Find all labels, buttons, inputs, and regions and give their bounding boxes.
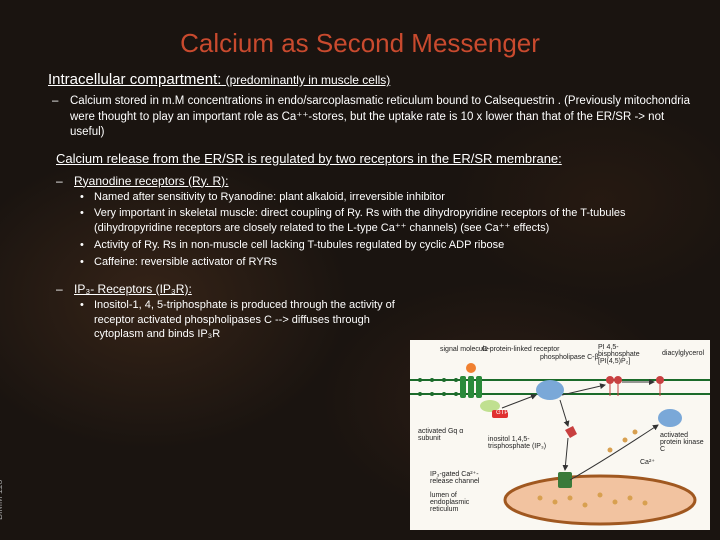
lbl-ca: Ca²⁺ (640, 458, 655, 466)
lbl-pkc: activated protein kinase C (660, 432, 710, 453)
heading-sub: (predominantly in muscle cells) (226, 73, 391, 87)
slide-body: Intracellular compartment: (predominantl… (0, 59, 720, 342)
ip3-heading: IP₃- Receptors (IP₃R): (48, 282, 692, 296)
lbl-sig: signal molecule (440, 346, 488, 353)
heading-text: Intracellular compartment: (48, 71, 221, 88)
section-intracellular-heading: Intracellular compartment: (predominantl… (48, 71, 692, 88)
ip3-p1: Inositol-1, 4, 5-triphosphate is produce… (48, 298, 409, 343)
lbl-ip3: inositol 1,4,5-trisphosphate (IP₃) (488, 436, 558, 450)
pkc-icon (658, 409, 682, 427)
ryr-p1: Named after sensitivity to Ryanodine: pl… (48, 190, 692, 205)
lbl-gtp: GTP (496, 410, 508, 416)
intracellular-point: Calcium stored in m.M concentrations in … (48, 94, 692, 141)
ip3-label: IP₃- Receptors (IP₃R): (74, 282, 192, 296)
plc-icon (536, 380, 564, 400)
ryr-p4: Caffeine: reversible activator of RYRs (48, 255, 692, 270)
ryr-p3: Activity of Ry. Rs in non-muscle cell la… (48, 238, 692, 253)
course-code: BIMM 118 (0, 480, 4, 520)
lbl-pip2: PI 4,5-bisphosphate [PI(4,5)P₂] (598, 344, 658, 365)
lbl-dag: diacylglycerol (662, 350, 704, 357)
ip3r-icon (558, 472, 572, 488)
section-release-heading: Calcium release from the ER/SR is regula… (56, 151, 692, 166)
ryr-heading: Ryanodine receptors (Ry. R): (48, 174, 692, 188)
ryr-p2: Very important in skeletal muscle: direc… (48, 206, 692, 236)
slide-title: Calcium as Second Messenger (0, 0, 720, 59)
lbl-gq: activated Gq α subunit (418, 428, 468, 442)
lbl-lumen: lumen of endoplasmic reticulum (430, 492, 485, 513)
signaling-diagram: signal molecule G-protein-linked recepto… (410, 340, 710, 530)
er-lumen (505, 476, 695, 524)
lbl-ip3r: IP₃-gated Ca²⁺-release channel (430, 470, 490, 485)
ryr-label: Ryanodine receptors (Ry. R): (74, 174, 229, 188)
lbl-gplr: G-protein-linked receptor (482, 346, 559, 353)
lbl-plc: phospholipase C-β (540, 354, 599, 361)
